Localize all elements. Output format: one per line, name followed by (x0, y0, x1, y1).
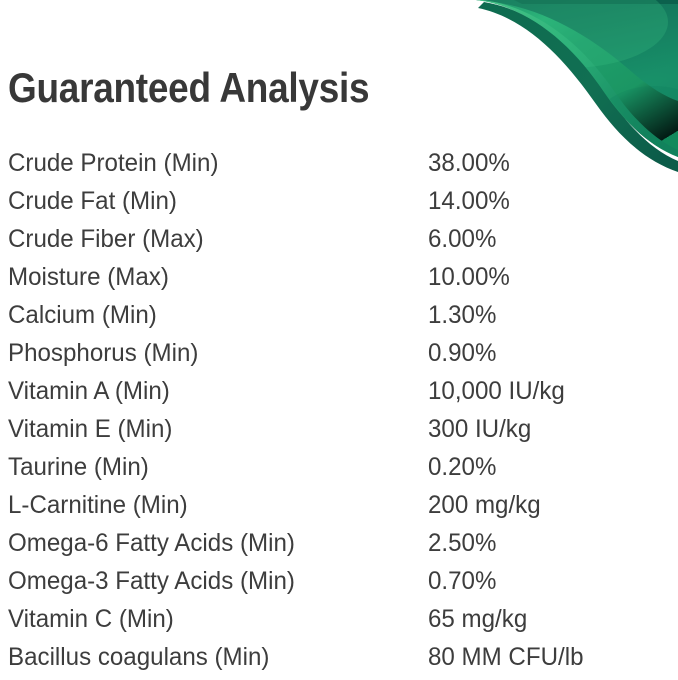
table-row: Taurine (Min) 0.20% (8, 452, 668, 490)
nutrient-value: 200 mg/kg (428, 491, 541, 519)
guaranteed-analysis-table: Crude Protein (Min) 38.00% Crude Fat (Mi… (8, 148, 668, 680)
table-row: Crude Protein (Min) 38.00% (8, 148, 668, 186)
nutrient-name: Omega-6 Fatty Acids (Min) (8, 529, 295, 557)
table-row: Calcium (Min) 1.30% (8, 300, 668, 338)
nutrient-name: Bacillus coagulans (Min) (8, 643, 270, 671)
table-row: Crude Fiber (Max) 6.00% (8, 224, 668, 262)
nutrient-value: 14.00% (428, 187, 510, 215)
nutrient-name: Moisture (Max) (8, 263, 169, 291)
table-row: Omega-3 Fatty Acids (Min) 0.70% (8, 566, 668, 604)
page-title: Guaranteed Analysis (8, 64, 370, 111)
nutrient-name: L-Carnitine (Min) (8, 491, 188, 519)
nutrient-value: 10.00% (428, 263, 510, 291)
nutrient-name: Omega-3 Fatty Acids (Min) (8, 567, 295, 595)
nutrient-name: Calcium (Min) (8, 301, 157, 329)
nutrient-name: Crude Fiber (Max) (8, 225, 204, 253)
table-row: L-Carnitine (Min) 200 mg/kg (8, 490, 668, 528)
nutrient-name: Taurine (Min) (8, 453, 149, 481)
table-row: Bacillus coagulans (Min) 80 MM CFU/lb (8, 642, 668, 680)
nutrient-value: 0.70% (428, 567, 497, 595)
nutrient-name: Vitamin E (Min) (8, 415, 173, 443)
nutrient-name: Vitamin C (Min) (8, 605, 174, 633)
table-row: Vitamin A (Min) 10,000 IU/kg (8, 376, 668, 414)
nutrient-value: 80 MM CFU/lb (428, 643, 584, 671)
nutrient-value: 0.20% (428, 453, 497, 481)
nutrient-value: 10,000 IU/kg (428, 377, 565, 405)
nutrient-value: 0.90% (428, 339, 497, 367)
nutrient-value: 6.00% (428, 225, 497, 253)
nutrient-name: Vitamin A (Min) (8, 377, 170, 405)
nutrient-value: 2.50% (428, 529, 497, 557)
table-row: Vitamin E (Min) 300 IU/kg (8, 414, 668, 452)
nutrient-name: Crude Protein (Min) (8, 149, 219, 177)
table-row: Vitamin C (Min) 65 mg/kg (8, 604, 668, 642)
nutrient-value: 300 IU/kg (428, 415, 532, 443)
nutrient-name: Crude Fat (Min) (8, 187, 177, 215)
table-row: Crude Fat (Min) 14.00% (8, 186, 668, 224)
table-row: Moisture (Max) 10.00% (8, 262, 668, 300)
table-row: Phosphorus (Min) 0.90% (8, 338, 668, 376)
nutrient-name: Phosphorus (Min) (8, 339, 199, 367)
table-row: Omega-6 Fatty Acids (Min) 2.50% (8, 528, 668, 566)
nutrient-value: 38.00% (428, 149, 510, 177)
nutrient-value: 65 mg/kg (428, 605, 528, 633)
nutrient-value: 1.30% (428, 301, 497, 329)
